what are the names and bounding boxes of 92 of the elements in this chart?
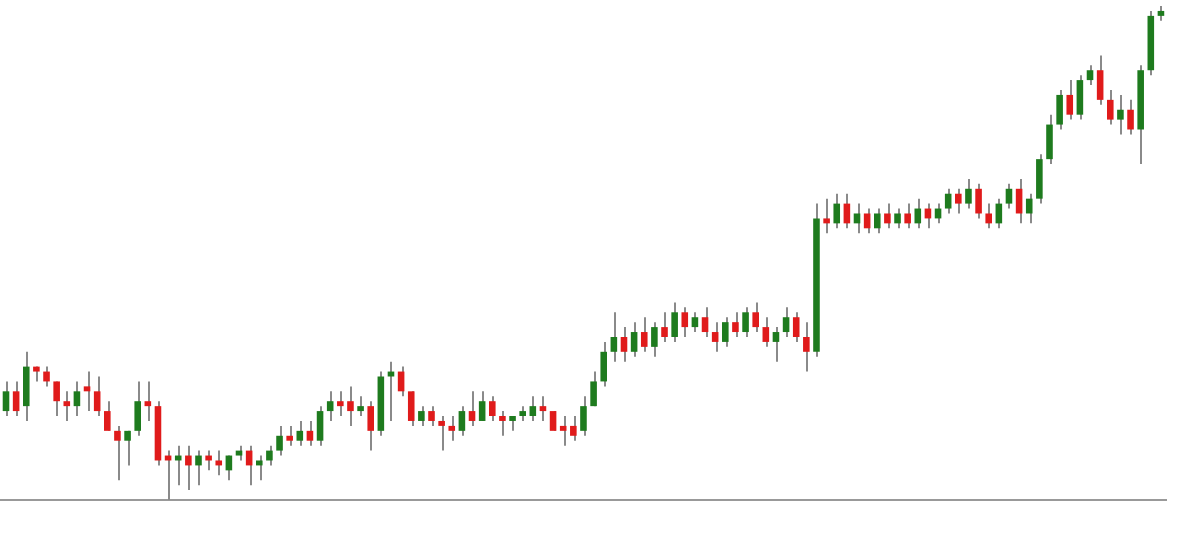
- candlestick: [93, 375, 101, 418]
- candlestick: [681, 306, 689, 338]
- candlestick: [671, 301, 678, 343]
- candlestick: [1117, 93, 1124, 136]
- candlestick: [711, 321, 719, 353]
- candlestick: [53, 380, 60, 418]
- candlestick: [965, 177, 972, 210]
- candlestick: [428, 405, 435, 427]
- candlestick: [1036, 153, 1043, 205]
- candlestick: [296, 419, 304, 447]
- candlestick: [43, 365, 50, 388]
- candlestick: [12, 380, 20, 418]
- candlestick: [782, 306, 790, 338]
- candlestick: [863, 207, 871, 235]
- candlestick: [276, 424, 283, 457]
- candlestick: [752, 301, 759, 334]
- candlestick: [732, 311, 739, 338]
- candlestick: [884, 202, 891, 230]
- candlestick: [762, 316, 770, 348]
- candlestick: [104, 400, 111, 432]
- candlestick: [316, 405, 324, 447]
- candlestick: [691, 311, 699, 334]
- candlestick: [590, 370, 597, 408]
- candlestick: [975, 182, 982, 220]
- candlestick: [549, 410, 557, 432]
- candlestick: [1127, 98, 1134, 136]
- candlestick: [539, 395, 547, 422]
- candlestick: [1106, 88, 1114, 126]
- candlestick: [985, 202, 992, 230]
- candlestick: [1066, 79, 1074, 121]
- candlestick: [387, 360, 395, 422]
- candlestick: [651, 321, 658, 358]
- candlestick: [803, 321, 810, 373]
- candlestick: [144, 380, 152, 422]
- candlestick: [499, 410, 506, 437]
- candlestick: [215, 449, 223, 477]
- candlestick: [904, 202, 911, 230]
- candlestick: [255, 454, 263, 482]
- candlestick: [114, 424, 121, 482]
- candlestick: [407, 390, 415, 427]
- candlestick: [914, 197, 922, 230]
- candlestick: [661, 311, 668, 343]
- candlestick: [418, 405, 425, 427]
- candlestick: [722, 316, 729, 348]
- candlestick: [458, 405, 466, 437]
- candlestick: [1005, 182, 1013, 210]
- candlestick: [600, 340, 608, 388]
- candlestick: [570, 415, 577, 442]
- candlestick: [124, 429, 131, 467]
- candlestick: [286, 424, 293, 447]
- candlestick: [185, 444, 192, 492]
- candlestick: [134, 380, 141, 437]
- candlestick: [620, 326, 628, 363]
- candlestick: [742, 306, 749, 338]
- candlestick: [367, 400, 375, 452]
- candlestick: [894, 207, 901, 230]
- candlestick: [701, 306, 709, 338]
- candlestick: [266, 444, 273, 467]
- candlestick: [833, 192, 841, 230]
- candlestick: [489, 395, 496, 422]
- candlestick: [610, 311, 618, 363]
- candlestick: [83, 370, 91, 413]
- candlestick: [22, 350, 30, 422]
- candlestick: [580, 395, 587, 437]
- candlestick: [73, 380, 81, 418]
- candlestick: [792, 311, 800, 343]
- candlestick: [63, 390, 71, 422]
- candlestick: [630, 321, 638, 358]
- candlestick: [873, 207, 881, 235]
- candlestick: [853, 202, 861, 235]
- candlestick: [326, 390, 334, 422]
- candlestick: [1056, 88, 1063, 131]
- candlestick: [944, 187, 952, 215]
- candlestick: [448, 415, 456, 442]
- candlestick: [772, 326, 780, 363]
- candlestick: [823, 197, 830, 235]
- candlestick: [1076, 74, 1084, 121]
- candlestick: [195, 449, 202, 487]
- candlestick: [955, 187, 962, 215]
- candlestick: [1096, 54, 1104, 106]
- candlestick: [1025, 192, 1033, 225]
- candlestick: [559, 415, 567, 447]
- candlestick: [1046, 113, 1053, 166]
- candlestick: [468, 390, 476, 427]
- candlestick: [1086, 64, 1094, 87]
- candlestick: [438, 415, 445, 452]
- candlestick: [306, 419, 314, 447]
- candlestick: [2, 380, 10, 418]
- candlestick: [640, 316, 648, 353]
- candlestick: [478, 390, 486, 422]
- candlestick: [357, 395, 364, 418]
- candlestick: [529, 395, 537, 422]
